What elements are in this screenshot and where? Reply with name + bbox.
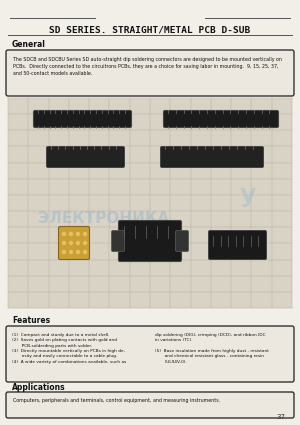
Text: ЭЛЕКТРОНИКА: ЭЛЕКТРОНИКА xyxy=(38,210,169,226)
Circle shape xyxy=(70,241,73,244)
FancyBboxPatch shape xyxy=(6,326,294,382)
FancyBboxPatch shape xyxy=(176,230,188,252)
Text: The SDCB and SDCBU Series SD auto-straight dip soldering connectors are designed: The SDCB and SDCBU Series SD auto-straig… xyxy=(13,57,282,76)
Text: dip soldering (DIG), crimping (DCD), and ribbon IDC
in variations (TC).: dip soldering (DIG), crimping (DCD), and… xyxy=(155,333,266,343)
Text: Computers, peripherals and terminals, control equipment, and measuring instrumen: Computers, peripherals and terminals, co… xyxy=(13,398,220,403)
Text: Applications: Applications xyxy=(12,383,66,392)
Circle shape xyxy=(83,250,86,253)
Circle shape xyxy=(70,232,73,235)
Circle shape xyxy=(76,241,80,244)
Text: (1)  Compact and sturdy due to a metal shell.
(2)  Saves gold on plating contact: (1) Compact and sturdy due to a metal sh… xyxy=(12,333,126,364)
Circle shape xyxy=(83,232,86,235)
Text: SD SERIES. STRAIGHT/METAL PCB D-SUB: SD SERIES. STRAIGHT/METAL PCB D-SUB xyxy=(50,25,250,34)
Circle shape xyxy=(62,250,65,253)
FancyBboxPatch shape xyxy=(6,392,294,418)
FancyBboxPatch shape xyxy=(6,50,294,96)
Circle shape xyxy=(62,241,65,244)
FancyBboxPatch shape xyxy=(46,147,124,167)
Text: 37: 37 xyxy=(276,414,285,420)
Bar xyxy=(8,98,292,308)
Circle shape xyxy=(70,250,73,253)
Text: (5)  Base insulation made from highly dust - resistant
       and chemical resis: (5) Base insulation made from highly dus… xyxy=(155,349,269,364)
Circle shape xyxy=(83,241,86,244)
FancyBboxPatch shape xyxy=(160,147,263,167)
FancyBboxPatch shape xyxy=(58,227,89,260)
FancyBboxPatch shape xyxy=(112,230,124,252)
Circle shape xyxy=(76,232,80,235)
Circle shape xyxy=(76,250,80,253)
Text: General: General xyxy=(12,40,46,49)
Text: у: у xyxy=(240,183,256,207)
FancyBboxPatch shape xyxy=(164,110,278,128)
Text: Features: Features xyxy=(12,316,50,325)
FancyBboxPatch shape xyxy=(208,230,266,260)
FancyBboxPatch shape xyxy=(34,110,131,128)
Circle shape xyxy=(62,232,65,235)
FancyBboxPatch shape xyxy=(118,221,182,261)
